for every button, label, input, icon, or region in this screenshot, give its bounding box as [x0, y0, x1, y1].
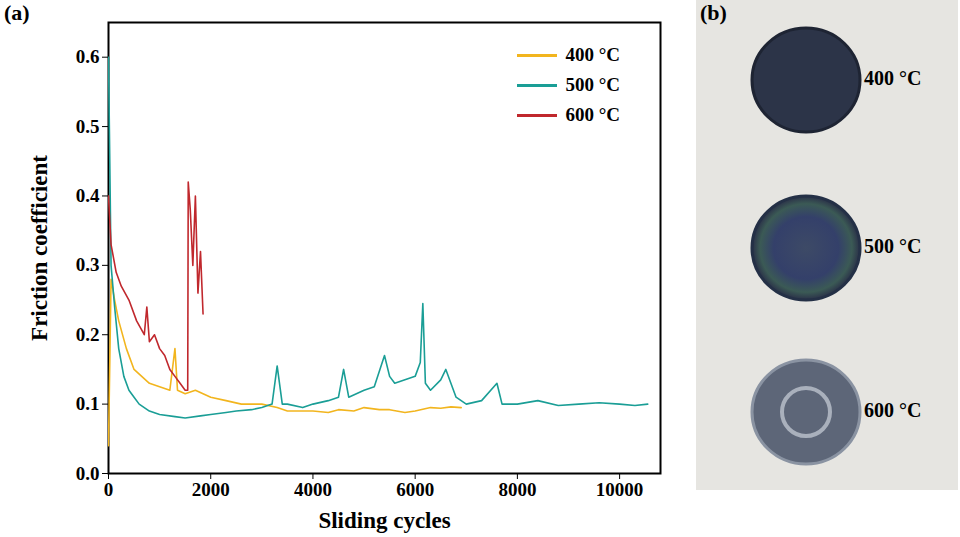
svg-text:0.2: 0.2 — [76, 324, 100, 345]
html-text:600 °C: 600 °C — [864, 399, 922, 421]
html-text:600 °C: 600 °C — [565, 104, 620, 125]
html-text:500 °C: 500 °C — [864, 235, 922, 257]
svg-text:0.1: 0.1 — [76, 393, 100, 414]
svg-text:4000: 4000 — [294, 479, 332, 500]
html-text:(b): (b) — [700, 0, 727, 25]
svg-text:0.0: 0.0 — [76, 463, 100, 484]
svg-text:8000: 8000 — [498, 479, 536, 500]
svg-text:0: 0 — [104, 479, 114, 500]
svg-text:Friction coefficient: Friction coefficient — [27, 155, 52, 341]
svg-text:6000: 6000 — [396, 479, 434, 500]
html-text:500 °C: 500 °C — [565, 74, 620, 95]
svg-text:0.3: 0.3 — [76, 254, 100, 275]
html-text:400 °C: 400 °C — [565, 44, 620, 65]
svg-text:0.6: 0.6 — [76, 46, 100, 67]
svg-text:2000: 2000 — [192, 479, 230, 500]
svg-text:Sliding cycles: Sliding cycles — [318, 508, 450, 533]
html-text:400 °C: 400 °C — [864, 67, 922, 89]
svg-text:10000: 10000 — [596, 479, 644, 500]
html-text:(a): (a) — [4, 0, 30, 25]
svg-text:0.4: 0.4 — [76, 185, 100, 206]
svg-text:0.5: 0.5 — [76, 116, 100, 137]
